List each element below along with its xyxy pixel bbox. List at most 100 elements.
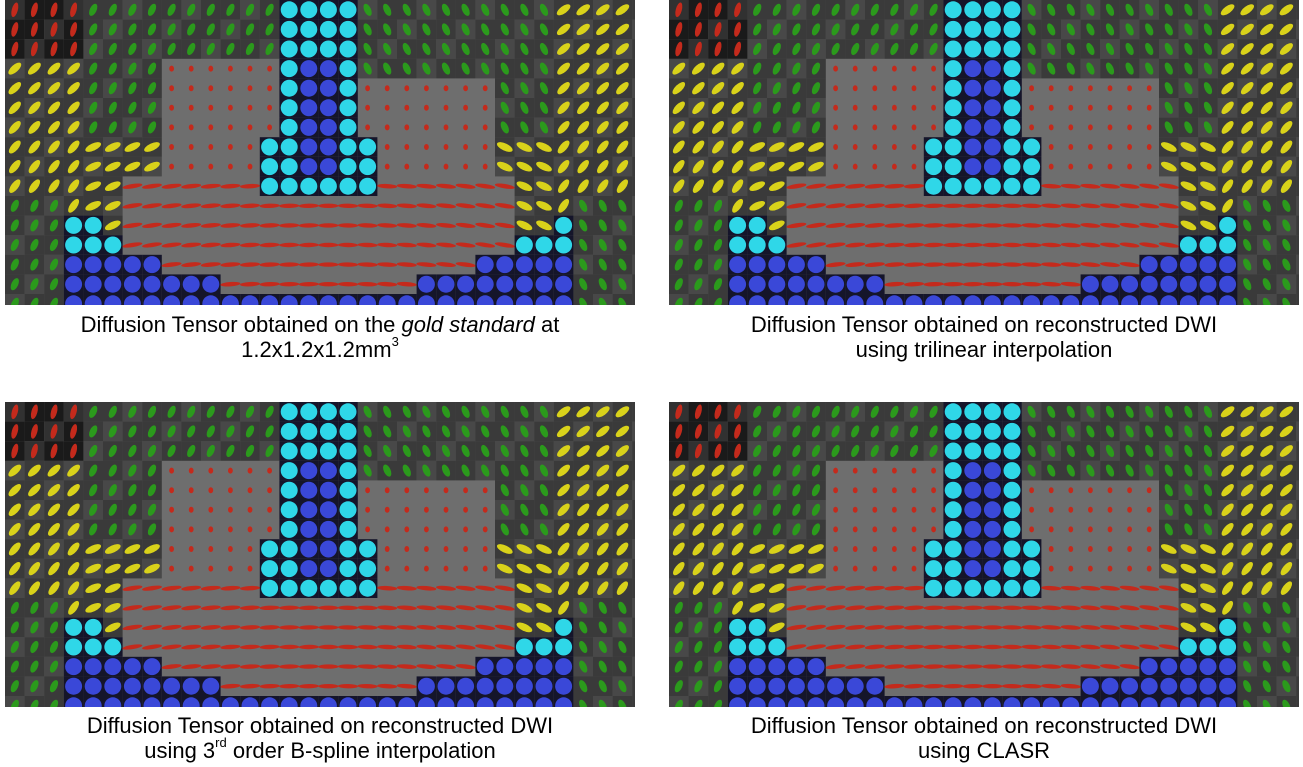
tensor-glyph — [208, 144, 214, 150]
tensor-glyph — [441, 42, 451, 56]
tensor-glyph — [208, 104, 214, 111]
tensor-glyph — [208, 487, 214, 494]
tensor-glyph — [595, 406, 610, 418]
caption-superscript: rd — [215, 734, 227, 750]
tensor-glyph — [206, 444, 215, 458]
tensor-glyph — [1080, 223, 1101, 228]
tensor-glyph — [1282, 660, 1291, 673]
tensor-glyph — [962, 605, 983, 611]
tensor-glyph — [240, 183, 260, 189]
tensor-glyph — [1127, 163, 1132, 170]
tensor-glyph — [944, 481, 962, 499]
tensor-glyph — [1125, 23, 1134, 36]
tensor-glyph — [1003, 295, 1021, 305]
tensor-glyph — [1146, 124, 1152, 131]
tensor-glyph — [357, 664, 378, 669]
tensor-glyph — [1048, 144, 1054, 150]
tensor-glyph — [962, 644, 983, 650]
tensor-glyph — [615, 445, 629, 457]
tensor-glyph — [339, 118, 357, 136]
tensor-glyph — [104, 295, 122, 305]
tensor-glyph — [1240, 425, 1254, 438]
tensor-glyph — [1021, 242, 1042, 248]
tensor-glyph — [144, 142, 160, 152]
tensor-glyph — [339, 60, 357, 78]
tensor-glyph — [535, 256, 553, 274]
tensor-glyph — [731, 522, 744, 536]
voxel-cell — [632, 156, 635, 177]
tensor-glyph — [383, 464, 392, 477]
tensor-glyph — [516, 181, 533, 192]
tensor-glyph — [1219, 295, 1237, 305]
tensor-glyph — [944, 138, 962, 156]
tensor-glyph — [833, 565, 838, 572]
tensor-glyph — [319, 60, 337, 78]
tensor-glyph — [516, 602, 533, 613]
tensor-glyph — [833, 467, 838, 474]
tensor-glyph — [520, 484, 529, 497]
tensor-glyph — [1105, 464, 1115, 477]
tensor-glyph — [1107, 144, 1113, 150]
voxel-cell — [1296, 656, 1299, 677]
tensor-glyph — [674, 297, 683, 305]
tensor-glyph — [318, 262, 339, 267]
tensor-glyph — [1219, 638, 1237, 656]
tensor-glyph — [1002, 262, 1022, 267]
tensor-glyph — [1179, 256, 1197, 274]
tensor-glyph — [9, 581, 21, 595]
tensor-glyph — [319, 40, 337, 58]
tensor-glyph — [555, 256, 573, 274]
tensor-glyph — [1240, 464, 1254, 477]
tensor-glyph — [1160, 256, 1178, 274]
caption-text: 1.2x1.2x1.2mm — [241, 337, 392, 362]
caption: Diffusion Tensor obtained on reconstruct… — [5, 713, 635, 763]
tensor-glyph — [1021, 664, 1042, 669]
tensor-glyph — [1262, 297, 1271, 305]
tensor-glyph — [124, 544, 141, 554]
tensor-glyph — [557, 140, 570, 154]
tensor-glyph — [200, 242, 221, 248]
tensor-glyph — [864, 585, 885, 591]
tensor-glyph — [825, 262, 846, 268]
tensor-glyph — [1068, 546, 1074, 552]
tensor-glyph — [1280, 101, 1293, 115]
tensor-glyph — [416, 242, 437, 248]
tensor-glyph — [280, 422, 298, 440]
tensor-glyph — [694, 660, 703, 673]
tensor-glyph — [748, 697, 766, 707]
tensor-glyph — [729, 697, 747, 707]
tensor-glyph — [1203, 425, 1213, 438]
tensor-glyph — [384, 85, 390, 92]
tensor-glyph — [768, 697, 786, 707]
tensor-glyph — [108, 484, 117, 497]
tensor-glyph — [1042, 295, 1060, 305]
tensor-glyph — [1048, 487, 1054, 494]
tensor-glyph — [753, 82, 762, 95]
tensor-glyph — [1160, 658, 1178, 676]
tensor-glyph — [786, 183, 807, 189]
tensor-glyph — [982, 203, 1003, 208]
tensor-glyph — [851, 425, 860, 438]
tensor-glyph — [753, 23, 762, 36]
tensor-glyph — [598, 680, 607, 693]
tensor-glyph — [911, 124, 917, 131]
tensor-glyph — [944, 442, 962, 460]
tensor-glyph — [598, 601, 607, 614]
tensor-glyph — [280, 520, 298, 538]
tensor-glyph — [557, 120, 570, 134]
tensor-glyph — [396, 644, 417, 650]
tensor-glyph — [944, 501, 962, 519]
tensor-glyph — [1241, 542, 1254, 556]
tensor-glyph — [10, 621, 19, 634]
tensor-glyph — [1140, 256, 1158, 274]
tensor-glyph — [85, 142, 102, 152]
tensor-glyph — [500, 444, 509, 458]
tensor-glyph — [1140, 295, 1158, 305]
voxel-cell — [632, 0, 635, 20]
tensor-glyph — [1219, 658, 1237, 676]
tensor-glyph — [536, 142, 552, 152]
voxel-cell — [632, 421, 635, 442]
tensor-glyph — [831, 42, 840, 56]
tensor-glyph — [188, 526, 194, 533]
tensor-glyph — [206, 3, 215, 16]
